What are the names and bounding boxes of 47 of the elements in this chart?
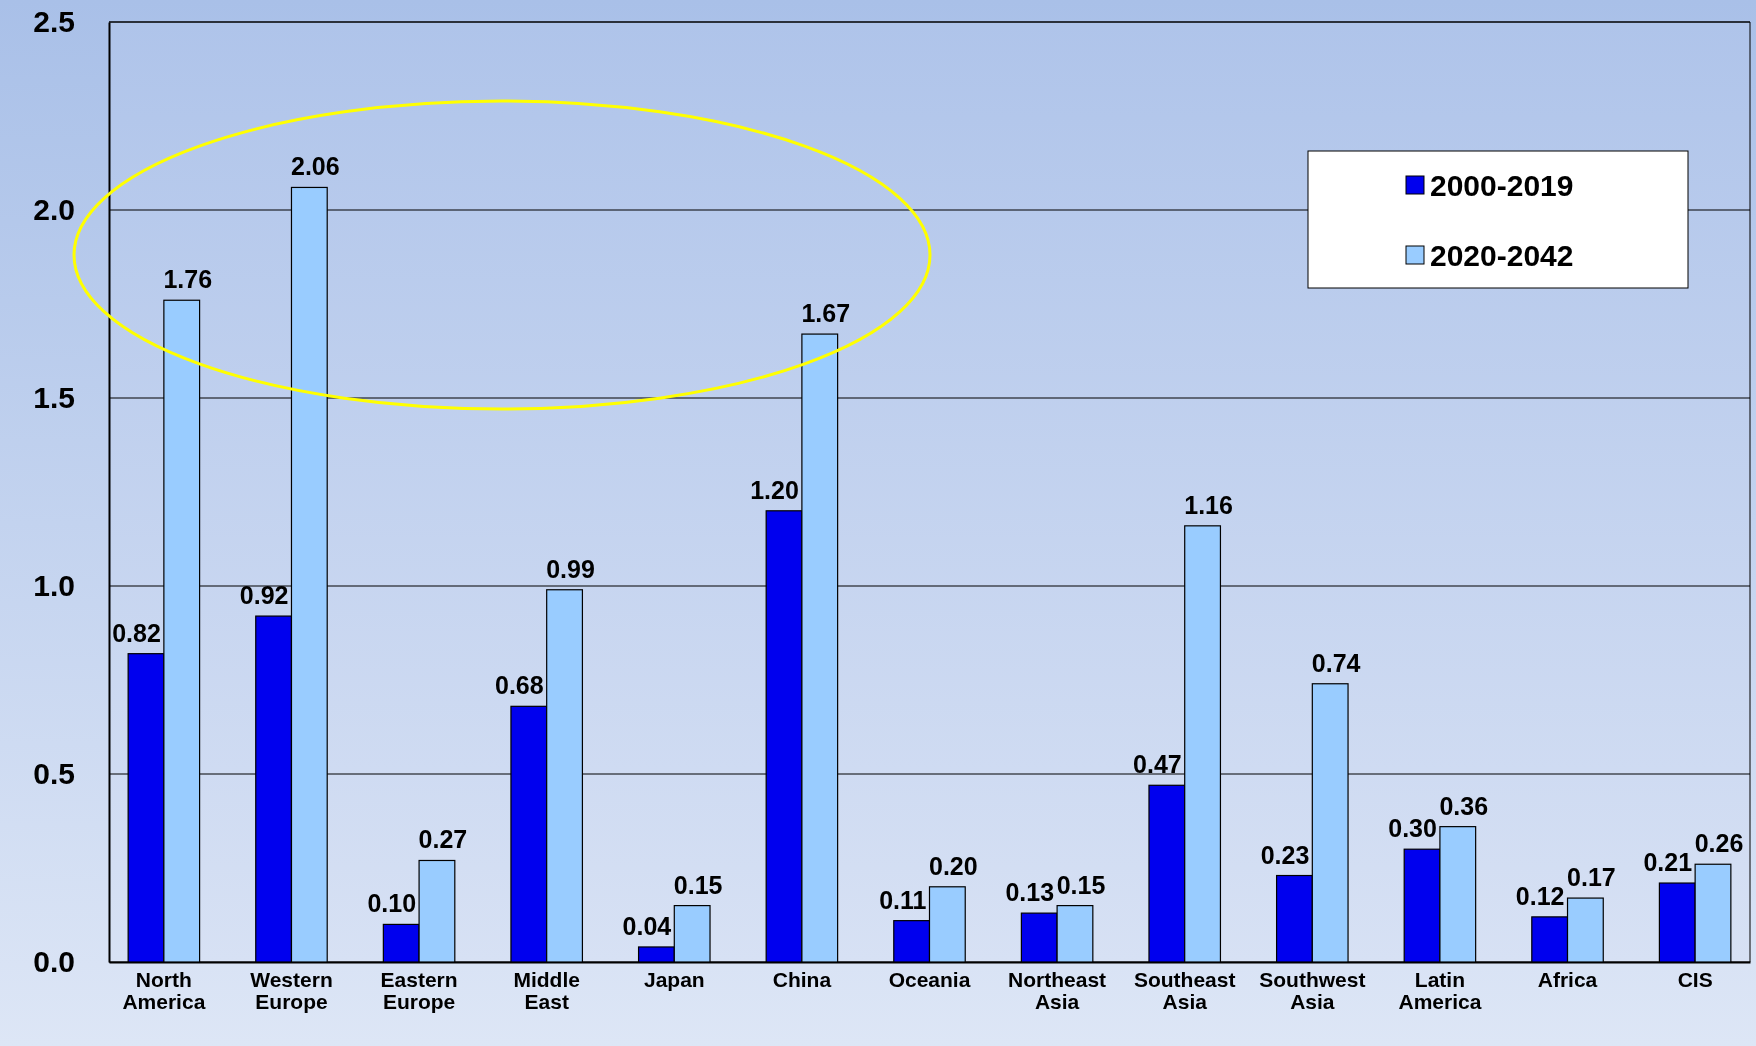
x-tick-label: Western Europe — [250, 967, 333, 1013]
y-tick-label: 2.5 — [33, 5, 75, 39]
legend-label: 2000-2019 — [1430, 168, 1574, 202]
x-tick-label: Eastern Europe — [380, 967, 458, 1013]
data-label: 0.23 — [1260, 840, 1310, 869]
data-label: 0.11 — [879, 885, 927, 914]
x-tick-label: Middle East — [513, 967, 580, 1013]
x-tick-label: China — [772, 967, 832, 991]
x-tick-label: Southeast Asia — [1133, 967, 1236, 1013]
data-label: 0.30 — [1388, 814, 1437, 843]
x-tick-label: CIS — [1677, 967, 1713, 991]
y-tick-label: 1.0 — [33, 569, 75, 603]
data-label: 0.15 — [673, 870, 723, 899]
x-tick-label: Northeast Asia — [1008, 967, 1107, 1013]
data-label: 0.21 — [1643, 848, 1693, 877]
data-label: 0.36 — [1439, 791, 1489, 820]
data-label: 0.47 — [1133, 750, 1182, 779]
data-label: 0.74 — [1311, 648, 1361, 677]
y-tick-label: 0.5 — [33, 757, 75, 791]
y-tick-label: 0.0 — [33, 945, 75, 979]
x-tick-label: Latin America — [1398, 967, 1482, 1013]
data-label: 1.67 — [801, 299, 851, 328]
data-label: 0.26 — [1694, 829, 1744, 858]
y-tick-label: 1.5 — [33, 381, 75, 415]
x-tick-label: Africa — [1537, 967, 1598, 991]
data-label: 0.99 — [546, 554, 595, 583]
data-label: 0.68 — [495, 671, 544, 700]
data-label: 0.27 — [418, 825, 468, 854]
data-label: 1.76 — [163, 265, 213, 294]
data-label: 0.12 — [1515, 881, 1565, 910]
data-label: 0.15 — [1056, 870, 1106, 899]
data-label: 0.13 — [1005, 878, 1055, 907]
x-tick-label: Southwest Asia — [1259, 967, 1366, 1013]
data-label: 2.06 — [291, 152, 340, 181]
data-label: 0.17 — [1567, 863, 1616, 892]
data-label: 0.10 — [367, 889, 417, 918]
legend-label: 2020-2042 — [1430, 238, 1574, 272]
y-tick-label: 2.0 — [33, 193, 75, 227]
data-label: 0.82 — [112, 618, 161, 647]
data-label: 0.04 — [622, 911, 672, 940]
data-label: 1.20 — [750, 475, 799, 504]
data-label: 0.20 — [929, 851, 978, 880]
x-tick-label: North America — [122, 967, 206, 1013]
x-tick-label: Japan — [643, 967, 705, 991]
x-tick-label: Oceania — [888, 967, 971, 991]
data-label: 1.16 — [1184, 490, 1233, 519]
data-label: 0.92 — [239, 581, 289, 610]
